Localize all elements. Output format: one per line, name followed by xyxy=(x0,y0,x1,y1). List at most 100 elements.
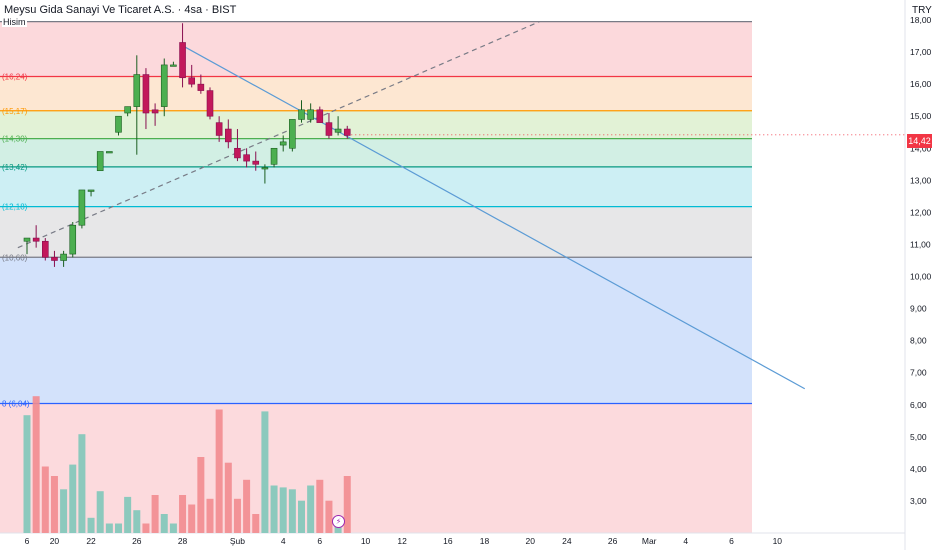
x-tick-label: 26 xyxy=(132,536,142,546)
candle-body xyxy=(225,128,232,143)
fib-band xyxy=(0,257,752,404)
x-tick-label: 24 xyxy=(562,536,572,546)
candle-body xyxy=(261,167,269,170)
candle-body xyxy=(51,256,58,261)
x-tick-label: 22 xyxy=(86,536,96,546)
fib-level-label: 8 (6,04) xyxy=(2,399,30,408)
volume-bar xyxy=(261,411,269,533)
candle-body xyxy=(197,83,205,91)
y-tick-label: 11,00 xyxy=(910,239,931,249)
y-tick-label: 12,00 xyxy=(910,207,932,217)
candle-body xyxy=(234,147,241,159)
x-tick-label: 6 xyxy=(729,536,734,546)
volume-bar xyxy=(105,523,113,533)
candle-body xyxy=(279,141,287,146)
candle-body xyxy=(298,109,305,120)
volume-bar xyxy=(316,479,324,533)
y-tick-label: 4,00 xyxy=(910,464,927,474)
fib-band xyxy=(0,206,752,258)
volume-bar xyxy=(206,498,214,533)
x-tick-label: 12 xyxy=(397,536,407,546)
candle-body xyxy=(78,189,86,226)
drawing-lines xyxy=(17,21,905,390)
candle-body xyxy=(151,109,159,114)
last-price-tag: 14,42 xyxy=(907,134,932,148)
y-tick-label: 13,00 xyxy=(910,175,932,185)
fib-band xyxy=(0,403,752,533)
fib-level-label: (12,18) xyxy=(2,203,28,212)
volume-bars xyxy=(23,396,351,533)
volume-bar xyxy=(179,495,187,533)
y-tick-label: 15,00 xyxy=(910,111,932,121)
volume-bar xyxy=(279,487,287,533)
volume-bar xyxy=(343,476,351,533)
y-tick-label: 8,00 xyxy=(910,336,927,346)
y-tick-label: 7,00 xyxy=(910,368,927,378)
hisim-label: Hisim xyxy=(2,17,27,27)
candle-body xyxy=(289,119,296,149)
candle-body xyxy=(325,122,333,136)
y-tick-label: 10,00 xyxy=(910,272,932,282)
candle-body xyxy=(41,240,49,258)
x-tick-label: 28 xyxy=(178,536,188,546)
volume-bar xyxy=(224,462,232,533)
fib-band xyxy=(0,21,752,77)
candle-body xyxy=(316,109,324,123)
volume-bar xyxy=(124,496,132,533)
y-tick-label: 6,00 xyxy=(910,400,927,410)
dashed-projection-line xyxy=(17,21,540,249)
volume-bar xyxy=(23,415,31,533)
candle-body xyxy=(170,64,177,67)
candle-body xyxy=(115,115,122,133)
candle-body xyxy=(133,74,141,107)
x-tick-label: 4 xyxy=(683,536,688,546)
volume-bar xyxy=(115,523,122,533)
y-tick-label: 18,00 xyxy=(910,15,932,25)
volume-bar xyxy=(133,510,141,533)
fib-bands xyxy=(0,21,752,533)
candle-body xyxy=(106,151,113,154)
candle-body xyxy=(307,109,314,120)
fib-level-label: (10,60) xyxy=(2,253,28,262)
candle-body xyxy=(87,189,95,192)
volume-bar xyxy=(188,504,196,533)
volume-bar xyxy=(69,464,77,533)
fib-level-label: (16,24) xyxy=(2,72,28,81)
candle-body xyxy=(343,128,351,136)
price-axis-bg xyxy=(905,0,932,550)
candle-body xyxy=(60,253,67,261)
x-tick-label: 4 xyxy=(281,536,286,546)
x-tick-label: 20 xyxy=(526,536,536,546)
volume-bar xyxy=(151,495,159,533)
candle-body xyxy=(179,42,186,79)
volume-bar xyxy=(197,457,205,533)
time-axis: 6 20 22 26 28 Şub 4 6 10 12 16 18 20 24 26 Mar 4 6 10 xyxy=(0,532,905,546)
lightning-icon[interactable]: ⚡ xyxy=(332,515,345,528)
y-tick-label: 3,00 xyxy=(910,496,927,506)
x-tick-label: Mar xyxy=(642,536,657,546)
volume-bar xyxy=(270,485,278,533)
x-tick-label: 16 xyxy=(443,536,453,546)
x-tick-label: Şub xyxy=(230,536,245,546)
y-tick-label: 17,00 xyxy=(910,47,932,57)
volume-bar xyxy=(32,396,40,533)
x-tick-label: 10 xyxy=(361,536,371,546)
candle-body xyxy=(215,122,223,136)
candle-body xyxy=(124,106,131,114)
candle-body xyxy=(252,160,260,165)
volume-bar xyxy=(160,514,168,533)
x-tick-label: 26 xyxy=(608,536,618,546)
candle-body xyxy=(96,151,104,172)
volume-bar xyxy=(215,409,223,533)
fib-band xyxy=(0,166,752,207)
x-tick-label: 6 xyxy=(25,536,30,546)
y-tick-label: 14,00 xyxy=(910,143,932,153)
candle-body xyxy=(23,237,31,242)
volume-bar xyxy=(60,489,68,533)
volume-bar xyxy=(307,485,315,533)
currency-label[interactable]: TRY xyxy=(912,5,932,16)
fib-band xyxy=(0,76,752,111)
x-tick-label: 10 xyxy=(773,536,783,546)
volume-bar xyxy=(169,523,177,533)
